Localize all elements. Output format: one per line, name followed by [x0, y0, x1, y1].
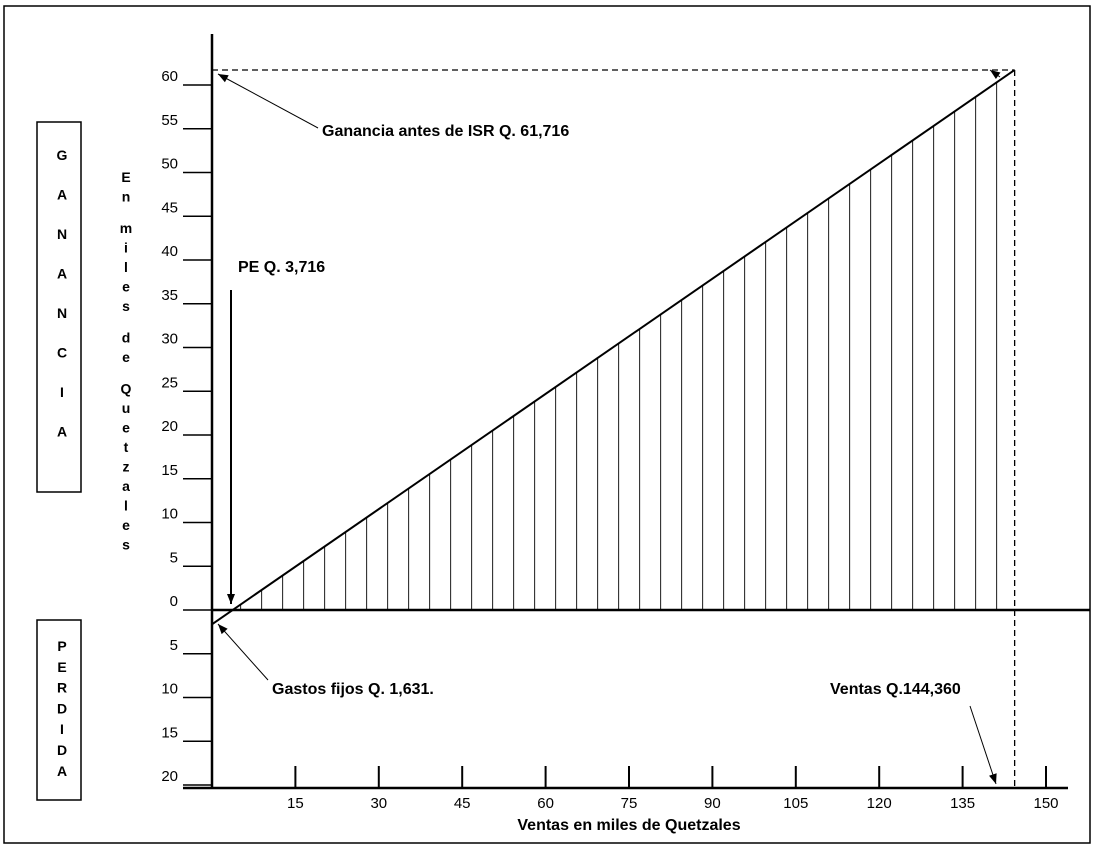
- gain-letter: A: [57, 187, 67, 203]
- gain-letter: C: [57, 345, 67, 361]
- ylabel-letter: d: [122, 330, 131, 346]
- x-tick-label: 75: [621, 795, 638, 812]
- loss-letter: A: [57, 763, 67, 779]
- ylabel-letter: s: [122, 298, 130, 314]
- axes: [3, 5, 1091, 844]
- y-tick-label: 45: [161, 199, 178, 216]
- fixed-costs-annotation: Gastos fijos Q. 1,631.: [272, 681, 434, 698]
- loss-letter: D: [57, 742, 67, 758]
- loss-box: [36, 619, 82, 801]
- ylabel-letter: z: [123, 459, 130, 475]
- sales-arrow: [969, 705, 997, 785]
- loss-letter: P: [57, 638, 66, 654]
- ylabel-letter: e: [122, 517, 130, 533]
- y-tick-label: 20: [161, 768, 178, 785]
- fixed-costs-arrow: [217, 623, 269, 681]
- x-tick-label: 120: [867, 795, 892, 812]
- x-tick-label: 135: [950, 795, 975, 812]
- profit-annotation: Ganancia antes de ISR Q. 61,716: [322, 123, 569, 140]
- profit-line: [211, 69, 1016, 626]
- loss-letter: I: [60, 721, 64, 737]
- x-tick-label: 90: [704, 795, 721, 812]
- x-tick-label: 45: [454, 795, 471, 812]
- series-lines: [211, 69, 1016, 788]
- x-tick-label: 150: [1033, 795, 1058, 812]
- y-tick-label: 20: [161, 418, 178, 435]
- gain-letter: N: [57, 305, 67, 321]
- ylabel-letter: e: [122, 349, 130, 365]
- gain-letter: G: [57, 147, 68, 163]
- x-axis-title: Ventas en miles de Quetzales: [517, 817, 740, 834]
- gain-box: [36, 121, 82, 493]
- y-tick-label: 25: [161, 374, 178, 391]
- sales-arrow-head: [989, 773, 997, 784]
- y-tick-label: 5: [170, 549, 178, 566]
- gain-letter: I: [60, 384, 64, 400]
- y-tick-label: 50: [161, 156, 178, 173]
- loss-letter: R: [57, 680, 67, 696]
- ylabel-letter: a: [122, 478, 130, 494]
- y-tick-label: 10: [161, 681, 178, 698]
- outer-frame: [3, 5, 1091, 844]
- text-labels: GANANCIAPERDIDAEnmilesdeQuetzales0510152…: [57, 68, 1059, 834]
- ylabel-letter: u: [122, 400, 131, 416]
- breakeven-annotation: PE Q. 3,716: [238, 259, 325, 276]
- loss-letter: D: [57, 700, 67, 716]
- hatch-lines: [240, 82, 998, 610]
- gain-letter: N: [57, 226, 67, 242]
- gain-letter: A: [57, 424, 67, 440]
- x-tick-label: 105: [783, 795, 808, 812]
- sales-annotation: Ventas Q.144,360: [830, 681, 961, 698]
- profit-arrow-right-head: [990, 70, 1001, 80]
- ylabel-letter: e: [122, 279, 130, 295]
- y-tick-label: 60: [161, 68, 178, 85]
- y-tick-label: 55: [161, 112, 178, 129]
- breakeven-arrow-head: [227, 594, 235, 604]
- loss-letter: E: [57, 659, 66, 675]
- ylabel-letter: m: [120, 220, 132, 236]
- ylabel-letter: i: [124, 240, 128, 256]
- y-tick-label: 30: [161, 331, 178, 348]
- ylabel-letter: s: [122, 537, 130, 553]
- y-tick-label: 10: [161, 506, 178, 523]
- y-tick-label: 40: [161, 243, 178, 260]
- y-tick-label: 15: [161, 724, 178, 741]
- profit-arrow-head: [218, 74, 229, 83]
- x-tick-label: 60: [537, 795, 554, 812]
- ylabel-letter: n: [122, 189, 131, 205]
- y-tick-label: 15: [161, 462, 178, 479]
- profit-arrow: [217, 73, 319, 129]
- y-tick-label: 0: [170, 593, 178, 610]
- ylabel-letter: l: [124, 498, 128, 514]
- ylabel-letter: l: [124, 259, 128, 275]
- y-tick-label: 35: [161, 287, 178, 304]
- tick-marks: [183, 84, 1047, 788]
- x-tick-label: 15: [287, 795, 304, 812]
- y-tick-label: 5: [170, 637, 178, 654]
- x-tick-label: 30: [370, 795, 387, 812]
- ylabel-letter: t: [124, 439, 129, 455]
- ylabel-letter: Q: [121, 381, 132, 397]
- fixed-costs-arrow-head: [218, 624, 228, 635]
- gain-letter: A: [57, 266, 67, 282]
- ylabel-letter: E: [121, 169, 130, 185]
- ylabel-letter: e: [122, 420, 130, 436]
